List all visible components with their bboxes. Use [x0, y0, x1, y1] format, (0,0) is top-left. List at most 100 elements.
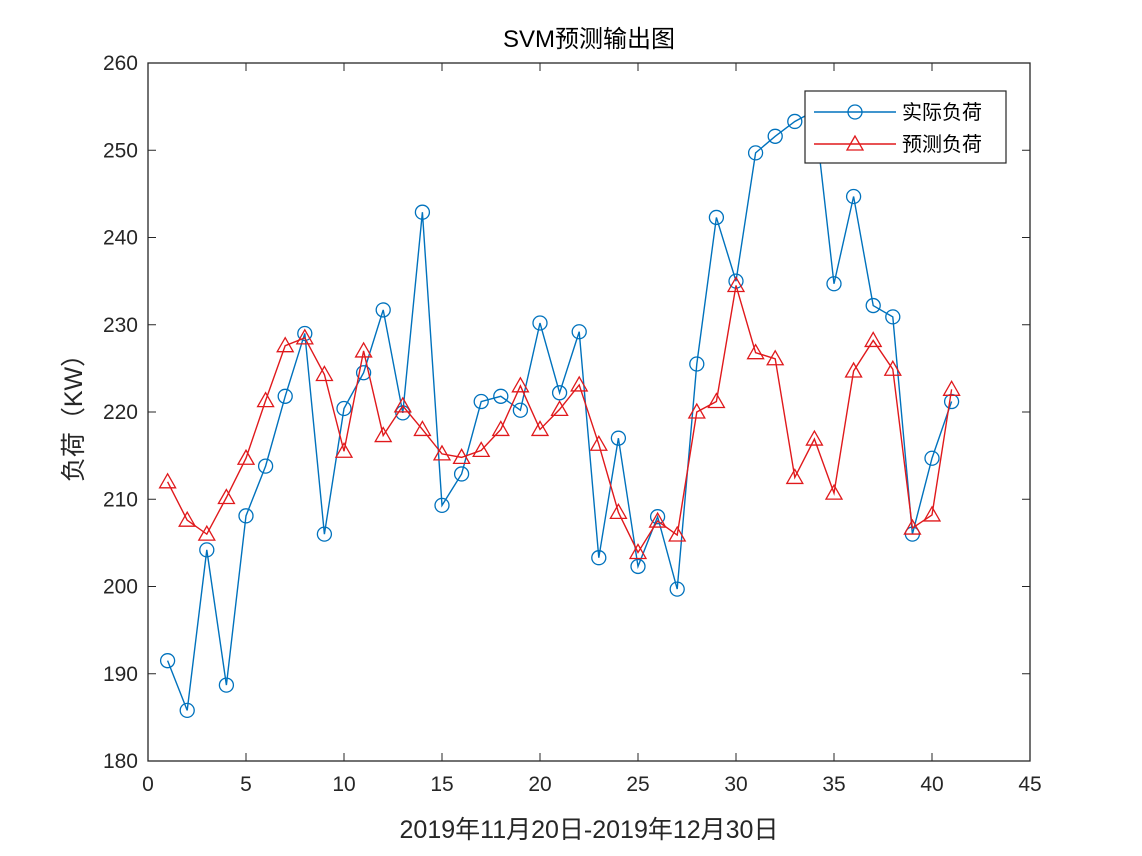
x-tick-label: 25	[626, 773, 649, 796]
legend-marker	[845, 134, 865, 151]
data-point	[178, 510, 197, 527]
plot-area	[147, 62, 1031, 762]
data-point	[316, 526, 333, 542]
x-tick-label: 40	[920, 773, 943, 796]
x-tick-label: 15	[430, 773, 453, 796]
data-point	[512, 402, 529, 418]
data-point	[943, 393, 960, 410]
data-point	[883, 359, 902, 376]
data-point	[473, 393, 489, 410]
data-point	[746, 343, 765, 360]
data-point	[885, 309, 901, 325]
legend-box	[804, 90, 1007, 164]
data-point	[630, 558, 646, 575]
data-point	[922, 505, 942, 522]
data-point	[295, 328, 314, 345]
data-point	[669, 581, 685, 597]
data-point	[257, 458, 274, 474]
data-point	[297, 325, 313, 342]
data-point	[591, 550, 607, 566]
data-point	[374, 426, 393, 443]
data-point	[158, 472, 177, 489]
y-axis-label: 负荷（KW）	[60, 342, 88, 482]
data-point	[570, 375, 589, 392]
data-point	[689, 356, 705, 372]
data-point	[767, 128, 783, 144]
data-point	[551, 385, 568, 401]
data-point	[336, 400, 352, 417]
data-point	[805, 429, 824, 446]
data-point	[334, 441, 354, 458]
y-tick-label: 220	[103, 401, 138, 424]
data-point	[610, 430, 627, 446]
data-point	[747, 145, 764, 161]
data-point	[589, 434, 608, 451]
data-point	[393, 396, 412, 413]
data-point	[452, 448, 471, 465]
data-point	[453, 466, 470, 482]
data-point	[726, 276, 746, 293]
y-tick-label: 240	[103, 227, 138, 250]
y-tick-label: 200	[103, 576, 138, 599]
data-point	[375, 302, 391, 318]
x-tick-label: 5	[240, 773, 252, 796]
data-point	[511, 376, 530, 393]
data-point	[924, 450, 940, 466]
x-tick-label: 0	[142, 773, 154, 796]
x-tick-label: 35	[822, 773, 845, 796]
data-point	[550, 400, 569, 417]
legend-entry: 预测负荷	[814, 133, 982, 156]
data-point	[707, 392, 726, 409]
data-point	[864, 331, 883, 348]
y-tick-label: 250	[103, 139, 138, 162]
data-point	[845, 188, 862, 205]
data-point	[434, 497, 450, 514]
data-point	[649, 509, 666, 525]
data-point	[668, 525, 687, 542]
data-point	[844, 361, 863, 378]
data-point	[826, 276, 842, 292]
data-point	[238, 508, 254, 524]
data-point	[766, 349, 785, 366]
data-point	[472, 441, 491, 458]
axes: 0 5 10 15 20 25 30 35 40 45 180 190 200 210 220 230 240 2…	[103, 52, 1042, 796]
series-2	[158, 276, 961, 560]
legend-entry: 实际负荷	[814, 101, 982, 124]
y-tick-label: 190	[103, 663, 138, 686]
data-point	[179, 702, 195, 719]
data-point	[413, 420, 432, 437]
data-point	[277, 388, 293, 404]
data-point	[532, 315, 548, 331]
data-point	[824, 483, 844, 500]
y-tick-label: 180	[103, 750, 138, 773]
data-point	[609, 503, 628, 519]
x-tick-label: 30	[724, 773, 747, 796]
data-point	[903, 518, 922, 535]
data-point	[942, 380, 961, 396]
data-point	[530, 420, 550, 437]
y-tick-label: 230	[103, 314, 138, 337]
chart-title: SVM预测输出图	[503, 26, 675, 53]
legend-label: 实际负荷	[902, 101, 982, 124]
data-point	[571, 324, 587, 340]
data-point	[648, 511, 667, 528]
y-tick-label: 260	[103, 52, 138, 75]
data-point	[493, 388, 509, 404]
data-point	[217, 488, 236, 505]
data-point	[354, 341, 373, 358]
data-point	[236, 448, 256, 465]
data-point	[491, 420, 510, 437]
legend-marker	[847, 104, 863, 120]
data-point	[708, 209, 725, 226]
series-line	[166, 109, 953, 711]
data-point	[432, 444, 452, 461]
x-tick-label: 10	[332, 773, 355, 796]
data-point	[628, 543, 648, 560]
y-tick-label: 210	[103, 488, 138, 511]
data-point	[787, 113, 803, 130]
data-point	[197, 524, 216, 541]
data-point	[315, 365, 334, 382]
data-point	[865, 297, 881, 314]
